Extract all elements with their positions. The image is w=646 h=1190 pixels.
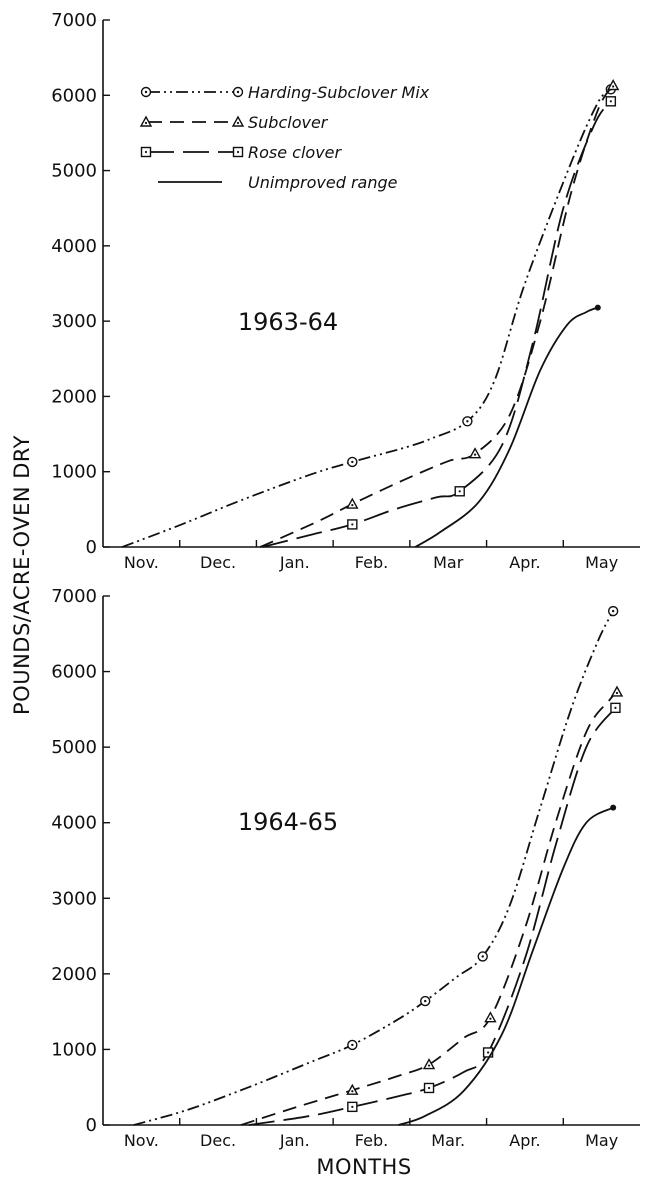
x-tick-label: Mar. bbox=[431, 1131, 465, 1150]
legend-label-3: Unimproved range bbox=[248, 173, 398, 192]
legend-marker-left-0-center bbox=[144, 90, 148, 94]
legend-marker-right-1-center bbox=[236, 121, 240, 125]
y-tick-label: 2000 bbox=[51, 964, 97, 985]
x-tick-label: Nov. bbox=[124, 553, 159, 572]
series-line-0 bbox=[133, 610, 614, 1126]
y-tick-label: 6000 bbox=[51, 662, 97, 683]
x-tick-label: Jan. bbox=[279, 553, 310, 572]
y-tick-label: 7000 bbox=[51, 586, 97, 607]
legend-marker-right-2-center bbox=[236, 150, 240, 154]
x-tick-label: Nov. bbox=[124, 1131, 159, 1150]
x-tick-label: Apr. bbox=[509, 553, 540, 572]
legend-label-2: Rose clover bbox=[248, 143, 343, 162]
data-point-2-center bbox=[614, 706, 617, 709]
x-tick-label: May bbox=[585, 553, 618, 572]
data-point-1 bbox=[468, 447, 482, 459]
x-tick-label: Jan. bbox=[279, 1131, 310, 1150]
y-tick-label: 7000 bbox=[51, 10, 97, 31]
x-tick-label: Dec. bbox=[200, 553, 236, 572]
data-point-2-center bbox=[609, 100, 612, 103]
y-tick-label: 5000 bbox=[51, 737, 97, 758]
data-point-0-center bbox=[351, 1043, 354, 1047]
data-point-1 bbox=[422, 1058, 436, 1070]
x-tick-label: May bbox=[585, 1131, 618, 1150]
data-point-3 bbox=[594, 304, 601, 311]
x-tick-label: Feb. bbox=[355, 1131, 388, 1150]
y-axis-title: POUNDS/ACRE-OVEN DRY bbox=[10, 435, 34, 715]
legend-marker-left-1-center bbox=[144, 121, 148, 125]
y-tick-label: 5000 bbox=[51, 161, 97, 182]
data-point-1-center bbox=[473, 453, 477, 456]
data-point-3 bbox=[610, 804, 617, 811]
data-point-2-center bbox=[458, 490, 461, 493]
x-axis-title: MONTHS bbox=[316, 1155, 411, 1179]
y-tick-label: 2000 bbox=[51, 386, 97, 407]
data-point-2-center bbox=[351, 1105, 354, 1108]
legend-marker-left-2-center bbox=[144, 150, 148, 154]
data-point-1-center bbox=[351, 503, 354, 507]
data-point-1-center bbox=[612, 85, 615, 88]
y-tick-label: 1000 bbox=[51, 462, 97, 483]
data-point-1-center bbox=[489, 1017, 492, 1020]
x-tick-label: Mar bbox=[433, 553, 464, 572]
legend-marker-left-1 bbox=[139, 115, 153, 127]
legend-label-0: Harding-Subclover Mix bbox=[248, 83, 430, 102]
x-tick-label: Apr. bbox=[509, 1131, 540, 1150]
y-tick-label: 4000 bbox=[51, 236, 97, 257]
data-point-1-center bbox=[351, 1090, 354, 1093]
series-line-2 bbox=[248, 707, 617, 1126]
y-tick-label: 3000 bbox=[51, 888, 97, 909]
chart-panel-1964-65: 0 1000 2000 3000 4000 5000 6000 7000 Nov. Dec. Jan… bbox=[51, 586, 640, 1150]
data-point-1-center bbox=[615, 691, 619, 695]
data-point-0-center bbox=[424, 999, 427, 1003]
data-point-1 bbox=[610, 685, 624, 697]
series-line-3 bbox=[414, 306, 599, 548]
y-tick-label: 1000 bbox=[51, 1039, 97, 1060]
data-point-1 bbox=[346, 497, 359, 509]
data-point-2-center bbox=[427, 1086, 431, 1090]
data-point-1 bbox=[484, 1011, 497, 1023]
y-tick-label: 0 bbox=[86, 1115, 97, 1136]
data-point-2-center bbox=[351, 523, 354, 526]
data-point-0-center bbox=[481, 955, 484, 958]
y-tick-label: 3000 bbox=[51, 311, 97, 332]
chart-panel-1963-64: 0 1000 2000 3000 4000 5000 6000 7000 Nov. Dec. Jan… bbox=[51, 10, 640, 572]
y-tick-label: 0 bbox=[86, 537, 97, 558]
legend-label-1: Subclover bbox=[248, 113, 329, 132]
legend-marker-right-0-center bbox=[236, 90, 240, 94]
data-point-0-center bbox=[611, 609, 615, 613]
x-tick-label: Dec. bbox=[200, 1131, 236, 1150]
y-tick-label: 6000 bbox=[51, 85, 97, 106]
x-tick-label: Feb. bbox=[355, 553, 388, 572]
data-point-0-center bbox=[351, 460, 354, 464]
panel-label: 1964-65 bbox=[238, 808, 338, 836]
data-point-2-center bbox=[487, 1051, 490, 1054]
data-point-1 bbox=[606, 79, 620, 91]
data-point-0-center bbox=[466, 420, 469, 423]
y-tick-label: 4000 bbox=[51, 813, 97, 834]
data-point-1-center bbox=[427, 1064, 431, 1067]
data-point-1 bbox=[346, 1083, 359, 1095]
panel-label: 1963-64 bbox=[238, 308, 338, 336]
legend: Harding-Subclover Mix Subclover Rose clove… bbox=[139, 83, 430, 192]
series-line-3 bbox=[398, 806, 614, 1126]
series-line-0 bbox=[121, 88, 612, 548]
legend-marker-right-1 bbox=[231, 115, 245, 127]
